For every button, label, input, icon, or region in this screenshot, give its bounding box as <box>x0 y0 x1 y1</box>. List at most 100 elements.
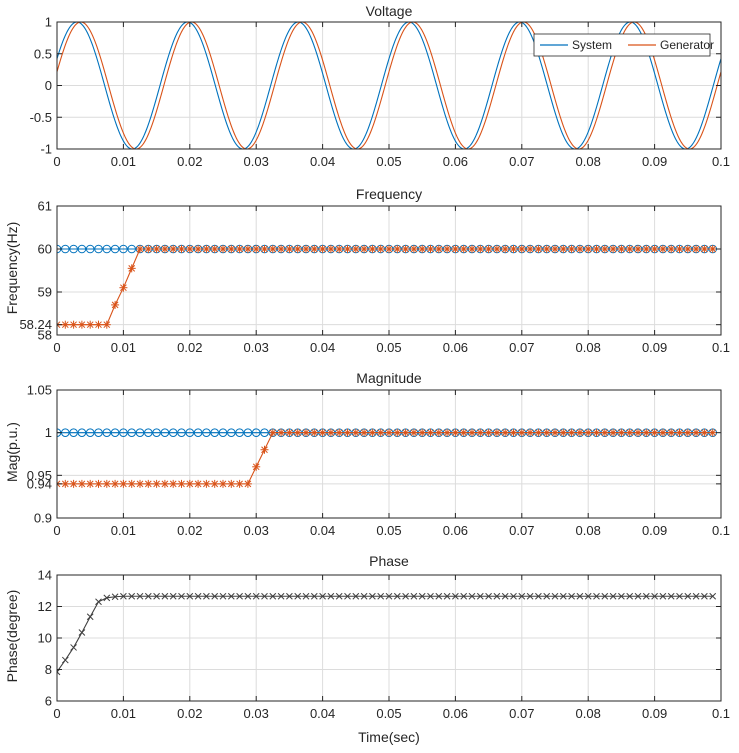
frequency-ylabel: Frequency(Hz) <box>4 222 20 315</box>
magnitude-ytick-label: 0.94 <box>27 476 52 491</box>
phase-xtick-label: 0.03 <box>244 706 269 721</box>
voltage-legend-label-0: System <box>572 38 612 52</box>
frequency-series-1-point <box>650 245 659 253</box>
voltage-xtick-label: 0.05 <box>376 154 401 169</box>
voltage-series-1-line <box>57 22 721 149</box>
frequency-xtick-label: 0.1 <box>712 340 730 355</box>
frequency-series-1-point <box>227 245 236 253</box>
phase-xtick-label: 0.04 <box>310 706 335 721</box>
phase-xtick-label: 0.01 <box>111 706 136 721</box>
phase-series-0-point <box>252 592 260 600</box>
magnitude-series-1-point <box>127 479 136 488</box>
phase-series-0-point <box>335 592 343 600</box>
magnitude-series-1-point <box>468 428 476 437</box>
magnitude-ylabel: Mag(p.u.) <box>4 422 20 482</box>
magnitude-series-0-point <box>235 428 244 437</box>
magnitude-series-1-point <box>575 428 584 437</box>
magnitude-series-0-point <box>243 428 253 437</box>
voltage-xtick-label: 0.1 <box>712 154 730 169</box>
phase-series-0-point <box>244 592 252 600</box>
frequency-series-1-point <box>210 245 219 253</box>
frequency-series-1-point <box>360 245 369 253</box>
phase-series-0-point <box>178 592 185 600</box>
magnitude-series-1-point <box>476 428 485 437</box>
frequency-series-1-point <box>542 245 551 253</box>
magnitude-series-1-point <box>202 479 211 488</box>
magnitude-series-1-point <box>293 428 302 437</box>
magnitude-series-1-point <box>534 428 543 437</box>
magnitude-series-1-point <box>700 428 709 437</box>
magnitude-series-1-point <box>210 479 219 488</box>
magnitude-series-1-point <box>459 428 468 437</box>
phase-series-0-point <box>418 592 426 600</box>
frequency-series-1-point <box>658 245 667 253</box>
magnitude-series-1-point <box>144 479 153 488</box>
magnitude-series-0-point <box>218 428 228 437</box>
phase-series-0-point <box>676 592 683 600</box>
magnitude-series-1-point <box>484 428 493 437</box>
frequency-series-0-point <box>69 244 78 254</box>
phase-series-0-point <box>277 592 285 600</box>
magnitude-series-0-point <box>260 428 269 437</box>
phase-series-0-point <box>393 592 401 600</box>
frequency-series-1-point <box>127 264 136 273</box>
magnitude-series-1-point <box>551 428 559 437</box>
phase-series-0-point <box>78 629 86 636</box>
frequency-series-1-point <box>476 245 485 253</box>
phase-series-0-point <box>236 592 243 600</box>
magnitude-series-1-point <box>169 479 178 488</box>
magnitude-series-1-point <box>634 428 642 437</box>
phase-series-0-point <box>634 592 642 600</box>
phase-data <box>57 592 717 676</box>
magnitude-series-1-point <box>343 428 352 437</box>
magnitude-series-1-point <box>86 479 95 488</box>
frequency-series-1-point <box>368 245 377 253</box>
magnitude-xtick-label: 0.07 <box>509 523 534 538</box>
magnitude-series-1-point <box>94 479 103 488</box>
voltage-title: Voltage <box>366 3 413 19</box>
phase-series-0-point <box>294 592 302 600</box>
phase-series-0-point <box>618 592 625 600</box>
magnitude-xtick-label: 0 <box>53 523 60 538</box>
frequency-series-1-point <box>567 245 576 253</box>
phase-series-0-point <box>701 592 708 600</box>
phase-series-0-point <box>128 592 136 600</box>
voltage-xtick-label: 0.07 <box>509 154 534 169</box>
phase-series-0-point <box>310 592 318 600</box>
frequency-data <box>57 244 718 329</box>
phase-series-0-point <box>203 592 210 600</box>
magnitude-series-1-point <box>318 428 327 437</box>
frequency-series-1-point <box>459 245 468 253</box>
frequency-ytick-label: 58 <box>38 328 52 343</box>
magnitude-series-0-point <box>168 428 178 437</box>
frequency-series-1-point <box>335 245 344 253</box>
voltage-ytick-label: 1 <box>45 15 52 30</box>
magnitude-series-1-point <box>69 479 78 488</box>
phase-series-0-point <box>269 592 277 600</box>
magnitude-series-1-point <box>443 428 452 437</box>
frequency-series-1-point <box>426 245 435 253</box>
magnitude-series-1-point <box>326 428 335 437</box>
frequency-series-1-point <box>534 245 543 253</box>
magnitude-xtick-label: 0.04 <box>310 523 335 538</box>
frequency-series-1-point <box>600 245 609 253</box>
frequency-series-1-point <box>160 245 169 253</box>
phase-series-0-point <box>526 592 534 600</box>
phase-series-0-point <box>501 592 509 600</box>
magnitude-series-0-point <box>119 428 128 437</box>
frequency-series-1-point <box>268 245 277 253</box>
phase-series-0-point <box>667 592 675 600</box>
frequency-series-1-point <box>326 245 335 253</box>
frequency-series-1-point <box>136 245 144 253</box>
magnitude-series-1-point <box>492 428 501 437</box>
phase-series-0-point <box>510 592 517 600</box>
magnitude-series-1-point <box>268 428 277 437</box>
magnitude-series-0-point <box>85 428 95 437</box>
frequency-series-1-point <box>69 320 78 329</box>
magnitude-series-1-point <box>111 479 120 488</box>
frequency-xtick-label: 0.01 <box>111 340 136 355</box>
magnitude-series-0-point <box>152 428 161 437</box>
frequency-series-1-point <box>61 320 70 329</box>
frequency-series-1-point <box>235 245 244 253</box>
frequency-series-0-point <box>77 244 87 254</box>
